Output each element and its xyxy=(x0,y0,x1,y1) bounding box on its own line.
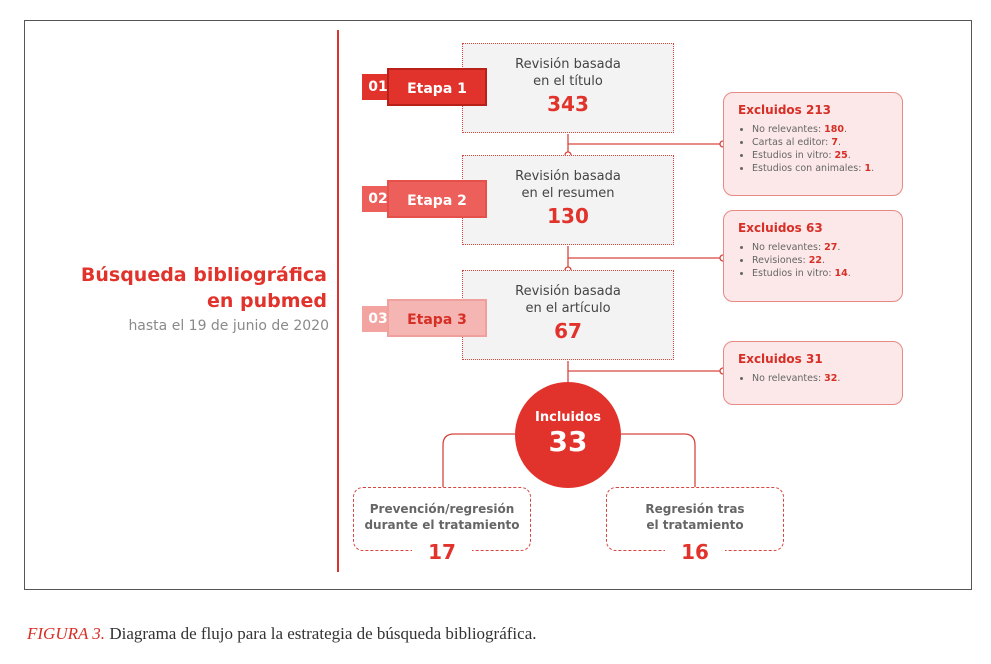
stage-2-label-line-1: Revisión basada xyxy=(515,169,621,184)
outcome-box-1: Prevención/regresión durante el tratamie… xyxy=(353,487,531,551)
outcome-2-count: 16 xyxy=(665,540,725,564)
excluded-1-heading: Excluidos 213 xyxy=(738,103,832,117)
excluded-2-item: No relevantes: 27. xyxy=(752,241,888,254)
caption-text: Diagrama de flujo para la estrategia de … xyxy=(109,624,537,643)
excluded-1-item: No relevantes: 180. xyxy=(752,123,888,136)
stage-box-2: Revisión basada en el resumen 130 xyxy=(462,155,674,245)
excluded-3-item: No relevantes: 32. xyxy=(752,372,888,385)
stage-1-tag: Etapa 1 xyxy=(387,68,487,106)
excluded-1-item: Cartas al editor: 7. xyxy=(752,136,888,149)
stage-2-label-line-2: en el resumen xyxy=(521,186,615,201)
outcome-2-label-line-2: el tratamiento xyxy=(646,518,744,532)
excluded-3-heading: Excluidos 31 xyxy=(738,352,823,366)
figure-caption: FIGURA 3. Diagrama de flujo para la estr… xyxy=(27,624,537,644)
stage-2-tag: Etapa 2 xyxy=(387,180,487,218)
included-label: Incluidos xyxy=(535,410,601,425)
excluded-box-2: Excluidos 63 No relevantes: 27. Revision… xyxy=(723,210,903,302)
divider-line xyxy=(337,30,339,572)
title-line-1: Búsqueda bibliográfica xyxy=(80,264,327,286)
excluded-1-item: Estudios in vitro: 25. xyxy=(752,149,888,162)
stage-box-3: Revisión basada en el artículo 67 xyxy=(462,270,674,360)
title-line-2: en pubmed xyxy=(206,290,327,312)
caption-figure-label: FIGURA 3. xyxy=(27,624,106,643)
stage-1-count: 343 xyxy=(547,92,589,116)
outcome-1-count: 17 xyxy=(412,540,472,564)
excluded-2-heading: Excluidos 63 xyxy=(738,221,823,235)
excluded-box-3: Excluidos 31 No relevantes: 32. xyxy=(723,341,903,405)
excluded-1-item: Estudios con animales: 1. xyxy=(752,162,888,175)
stage-3-tag: Etapa 3 xyxy=(387,299,487,337)
stage-3-label-line-1: Revisión basada xyxy=(515,284,621,299)
stage-box-1: Revisión basada en el título 343 xyxy=(462,43,674,133)
outcome-1-label-line-1: Prevención/regresión xyxy=(369,502,515,516)
stage-3-count: 67 xyxy=(554,319,582,343)
excluded-2-item: Estudios in vitro: 14. xyxy=(752,267,888,280)
stage-1-label-line-1: Revisión basada xyxy=(515,57,621,72)
stage-2-count: 130 xyxy=(547,204,589,228)
outcome-2-label-line-1: Regresión tras xyxy=(645,502,745,516)
excluded-2-item: Revisiones: 22. xyxy=(752,254,888,267)
diagram-subtitle: hasta el 19 de junio de 2020 xyxy=(128,318,329,334)
figure-frame xyxy=(24,20,972,590)
diagram-title: Búsqueda bibliográfica en pubmed xyxy=(81,262,327,314)
stage-3-label-line-2: en el artículo xyxy=(525,301,611,316)
outcome-1-label-line-2: durante el tratamiento xyxy=(364,518,520,532)
excluded-box-1: Excluidos 213 No relevantes: 180. Cartas… xyxy=(723,92,903,196)
included-circle: Incluidos 33 xyxy=(515,382,621,488)
included-count: 33 xyxy=(548,425,588,458)
stage-1-label-line-2: en el título xyxy=(533,74,603,89)
